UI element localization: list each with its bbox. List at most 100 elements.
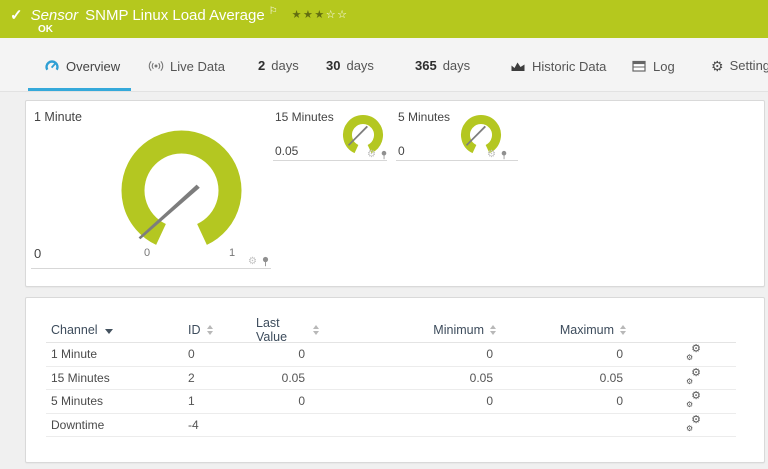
gauge-15min-actions: ⚙ [367,150,388,160]
column-header-minimum[interactable]: Minimum [321,323,501,337]
pin-icon[interactable] [380,150,388,160]
page-title: SNMP Linux Load Average [85,7,265,24]
sort-icon [206,325,213,335]
channel-settings-gears-icon[interactable]: ⚙ ⚙ [686,390,701,410]
table-header-row: Channel ID Last Value Minimum Maximum [46,316,736,344]
tab-num: 30 [326,58,341,73]
column-header-last-value[interactable]: Last Value [256,316,321,344]
gauge-5min-value: 0 [398,144,405,158]
table-row: 5 Minutes 1 0 0 0 ⚙ ⚙ [46,390,736,414]
table-row: Downtime -4 ⚙ ⚙ [46,413,736,437]
channel-minimum: 0.05 [469,370,493,385]
sensor-header: ✓ Sensor SNMP Linux Load Average ⚐ ★★★☆☆… [0,0,768,38]
tab-overview[interactable]: Overview [44,58,120,74]
tab-label: Settings [729,58,768,73]
tab-label: Live Data [170,58,225,74]
gauge-5min-label: 5 Minutes [398,110,451,124]
channel-id: 0 [188,347,195,362]
status-badge: OK [38,24,53,35]
flag-icon: ⚐ [268,6,278,17]
tab-log[interactable]: Log [631,58,675,74]
tab-live-data[interactable]: Live Data [148,58,225,74]
column-header-maximum[interactable]: Maximum [501,323,631,337]
gauge-15min-label: 15 Minutes [275,110,334,124]
table-row: 1 Minute 0 0 0 0 ⚙ ⚙ [46,343,736,367]
channel-name: Downtime [51,417,105,432]
pin-icon[interactable] [500,150,508,160]
channel-settings-gears-icon[interactable]: ⚙ ⚙ [686,366,701,386]
gauge-15min-value: 0.05 [275,144,299,158]
tab-label: Overview [66,58,121,74]
column-label: Channel [51,323,98,337]
gauge-5min [461,115,501,154]
channel-name: 5 Minutes [51,394,104,409]
stars-filled: ★★★ [291,9,326,21]
gauge-divider [396,160,518,161]
gauge-5min-actions: ⚙ [487,150,508,160]
tab-settings[interactable]: ⚙ Settings [711,58,768,73]
sort-desc-icon [104,328,113,334]
gauge-needle [138,184,200,240]
tab-historic-data[interactable]: Historic Data [510,58,606,74]
gear-icon[interactable]: ⚙ [248,256,257,267]
sort-icon [490,325,496,335]
sensor-kind-label: Sensor [30,7,79,24]
tab-365-days[interactable]: 365 days [415,58,470,73]
gauge-divider [31,268,271,269]
priority-stars[interactable]: ★★★☆☆ [292,8,349,21]
channel-last-value: 0 [298,347,305,362]
column-label: Maximum [559,323,614,337]
gauge-primary-actions: ⚙ [248,256,270,267]
gauge-primary [121,130,242,245]
column-header-channel[interactable]: Channel [46,323,181,337]
gauge-needle [465,125,486,146]
gauge-needle [347,125,368,146]
channel-settings-gears-icon[interactable]: ⚙ ⚙ [686,413,701,433]
sort-icon [620,325,626,335]
tab-30-days[interactable]: 30 days [326,58,374,73]
log-table-icon [632,60,646,72]
channel-maximum: 0 [616,394,623,409]
tab-label: Historic Data [532,58,607,74]
channel-id: -4 [188,417,199,432]
gauge-divider [273,160,387,161]
channel-minimum: 0 [486,347,493,362]
table-row: 15 Minutes 2 0.05 0.05 0.05 ⚙ ⚙ [46,366,736,390]
tab-label: days [346,58,374,73]
tab-num: 2 [258,58,266,73]
gauge-primary-label: 1 Minute [34,110,82,124]
stars-empty: ☆☆ [325,9,349,21]
column-label: Last Value [256,316,288,344]
gauge-scale-max: 1 [229,247,236,259]
tab-label: days [442,58,471,73]
gauge-primary-value: 0 [34,246,42,261]
channel-maximum: 0 [616,347,623,362]
channel-id: 2 [188,370,195,385]
gear-icon[interactable]: ⚙ [487,149,496,160]
channel-name: 15 Minutes [51,370,110,385]
gear-icon: ⚙ [711,57,724,74]
pin-icon[interactable] [261,256,270,267]
channel-minimum: 0 [486,394,493,409]
column-header-id[interactable]: ID [181,323,256,337]
channel-last-value: 0 [298,394,305,409]
live-signal-icon [148,61,164,71]
sort-icon [313,325,319,335]
channel-table: Channel ID Last Value Minimum Maximum [46,316,736,437]
channel-id: 1 [188,394,195,409]
column-label: Minimum [433,323,484,337]
sensor-title-line: ✓ Sensor SNMP Linux Load Average ⚐ ★★★☆☆ [10,6,348,24]
channel-settings-gears-icon[interactable]: ⚙ ⚙ [686,343,701,363]
active-tab-underline [28,88,131,91]
tab-label: Log [653,58,675,74]
channel-last-value: 0.05 [281,370,305,385]
tab-num: 365 [415,58,437,73]
column-label: ID [188,323,201,337]
channels-panel: Channel ID Last Value Minimum Maximum [25,297,765,463]
gauge-15min [343,115,383,154]
channel-name: 1 Minute [51,347,98,362]
channel-maximum: 0.05 [599,370,623,385]
tab-2-days[interactable]: 2 days [258,58,299,73]
gear-icon[interactable]: ⚙ [367,149,376,160]
